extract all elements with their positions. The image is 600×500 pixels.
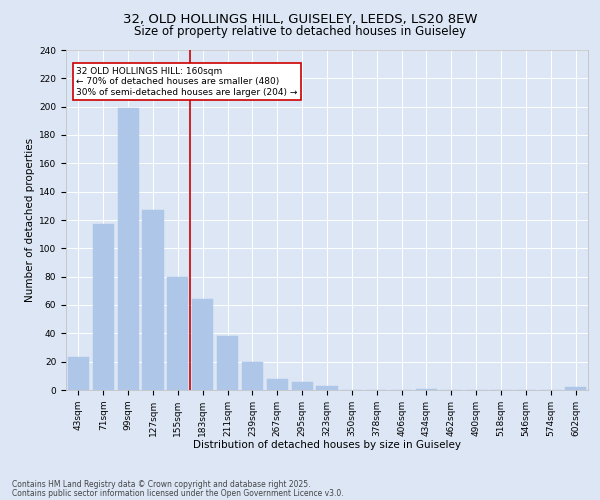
X-axis label: Distribution of detached houses by size in Guiseley: Distribution of detached houses by size … bbox=[193, 440, 461, 450]
Bar bbox=[192, 300, 213, 390]
Text: 32 OLD HOLLINGS HILL: 160sqm
← 70% of detached houses are smaller (480)
30% of s: 32 OLD HOLLINGS HILL: 160sqm ← 70% of de… bbox=[76, 67, 298, 97]
Bar bbox=[292, 382, 313, 390]
Text: Contains HM Land Registry data © Crown copyright and database right 2025.: Contains HM Land Registry data © Crown c… bbox=[12, 480, 311, 489]
Bar bbox=[242, 362, 263, 390]
Y-axis label: Number of detached properties: Number of detached properties bbox=[25, 138, 35, 302]
Bar bbox=[68, 358, 89, 390]
Bar bbox=[316, 386, 338, 390]
Bar bbox=[167, 276, 188, 390]
Bar bbox=[217, 336, 238, 390]
Bar bbox=[118, 108, 139, 390]
Bar bbox=[142, 210, 164, 390]
Bar bbox=[416, 388, 437, 390]
Text: 32, OLD HOLLINGS HILL, GUISELEY, LEEDS, LS20 8EW: 32, OLD HOLLINGS HILL, GUISELEY, LEEDS, … bbox=[123, 12, 477, 26]
Bar bbox=[565, 387, 586, 390]
Bar bbox=[93, 224, 114, 390]
Text: Contains public sector information licensed under the Open Government Licence v3: Contains public sector information licen… bbox=[12, 488, 344, 498]
Text: Size of property relative to detached houses in Guiseley: Size of property relative to detached ho… bbox=[134, 25, 466, 38]
Bar bbox=[267, 378, 288, 390]
